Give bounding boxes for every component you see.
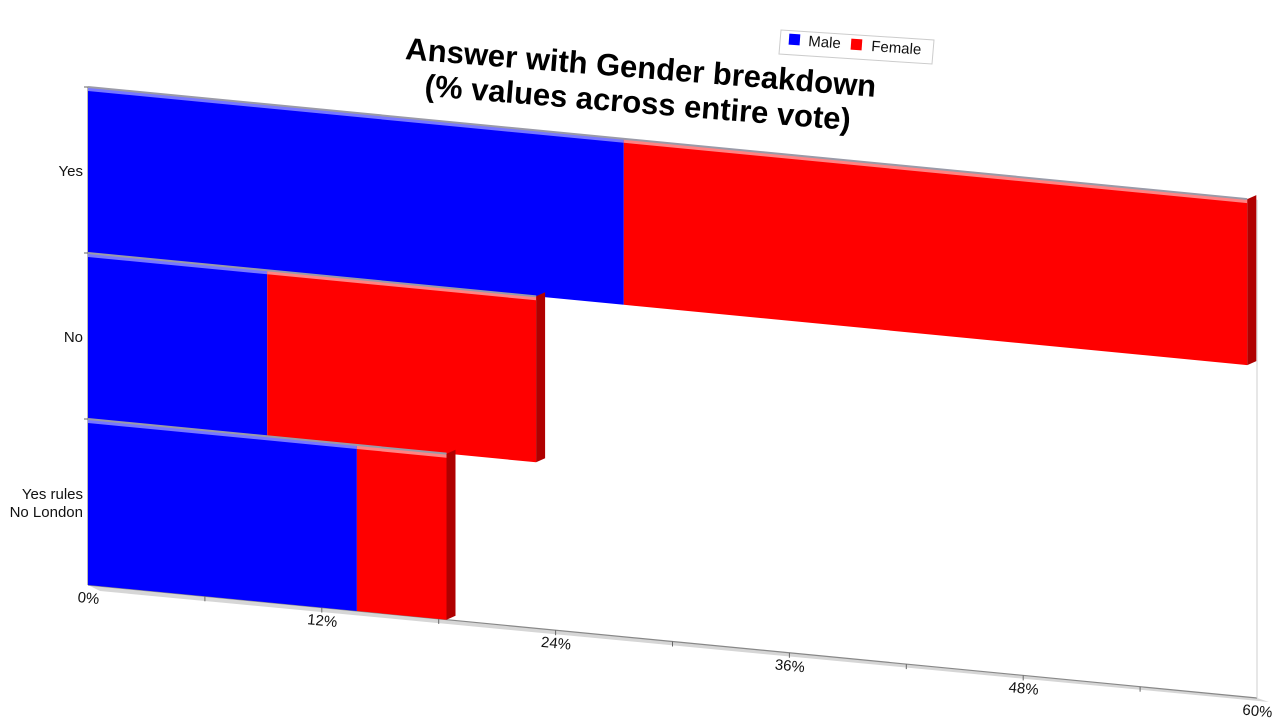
x-tick-label-48pct: 48% (1008, 679, 1040, 699)
legend-label-female: Female (871, 38, 922, 58)
legend: Male Female (778, 29, 935, 65)
bar-group-yes (84, 86, 1257, 366)
legend-label-male: Male (808, 33, 842, 52)
x-axis-ticks: 0% 12% 24% 36% 48% 60% (77, 589, 1273, 720)
bar-no-male (88, 253, 268, 437)
x-tick-label-0pct: 0% (77, 589, 100, 608)
floor-shadow (88, 585, 1269, 702)
bar-yes-rules-no-london-female (356, 445, 447, 620)
bar-yes-rules-no-london-male (88, 419, 357, 611)
category-label-no: No (64, 329, 83, 346)
bar-yes-male (88, 87, 624, 305)
band-separator-yes (87, 86, 1248, 201)
bar-top-edge-yes-female (623, 138, 1248, 204)
bar-end-cap-no (536, 292, 546, 463)
category-labels: Yes No Yes rules No London (10, 163, 83, 521)
band-separator-yes-rules-no-london (87, 418, 447, 455)
band-separator-no (87, 252, 537, 298)
x-tick-label-12pct: 12% (306, 611, 338, 631)
bar-top-edge-yes-rules-no-london-female (356, 445, 447, 458)
legend-swatch-female (850, 38, 863, 51)
bar-end-cap-yes-rules-no-london (446, 449, 456, 620)
bar-end-cap-yes (1247, 195, 1257, 366)
category-label-yes: Yes (59, 163, 83, 180)
category-label-yes-rules-no-london: Yes rules No London (10, 486, 83, 521)
bar-group-yes-rules-no-london (84, 418, 456, 620)
bars (84, 86, 1257, 620)
bar-yes-female (623, 138, 1248, 366)
x-tick-label-36pct: 36% (774, 656, 806, 676)
x-tick-label-60pct: 60% (1242, 702, 1274, 720)
bar-no-female (267, 270, 537, 463)
legend-swatch-male (788, 33, 801, 46)
x-tick-label-24pct: 24% (540, 634, 572, 654)
bar-group-no (84, 252, 546, 463)
